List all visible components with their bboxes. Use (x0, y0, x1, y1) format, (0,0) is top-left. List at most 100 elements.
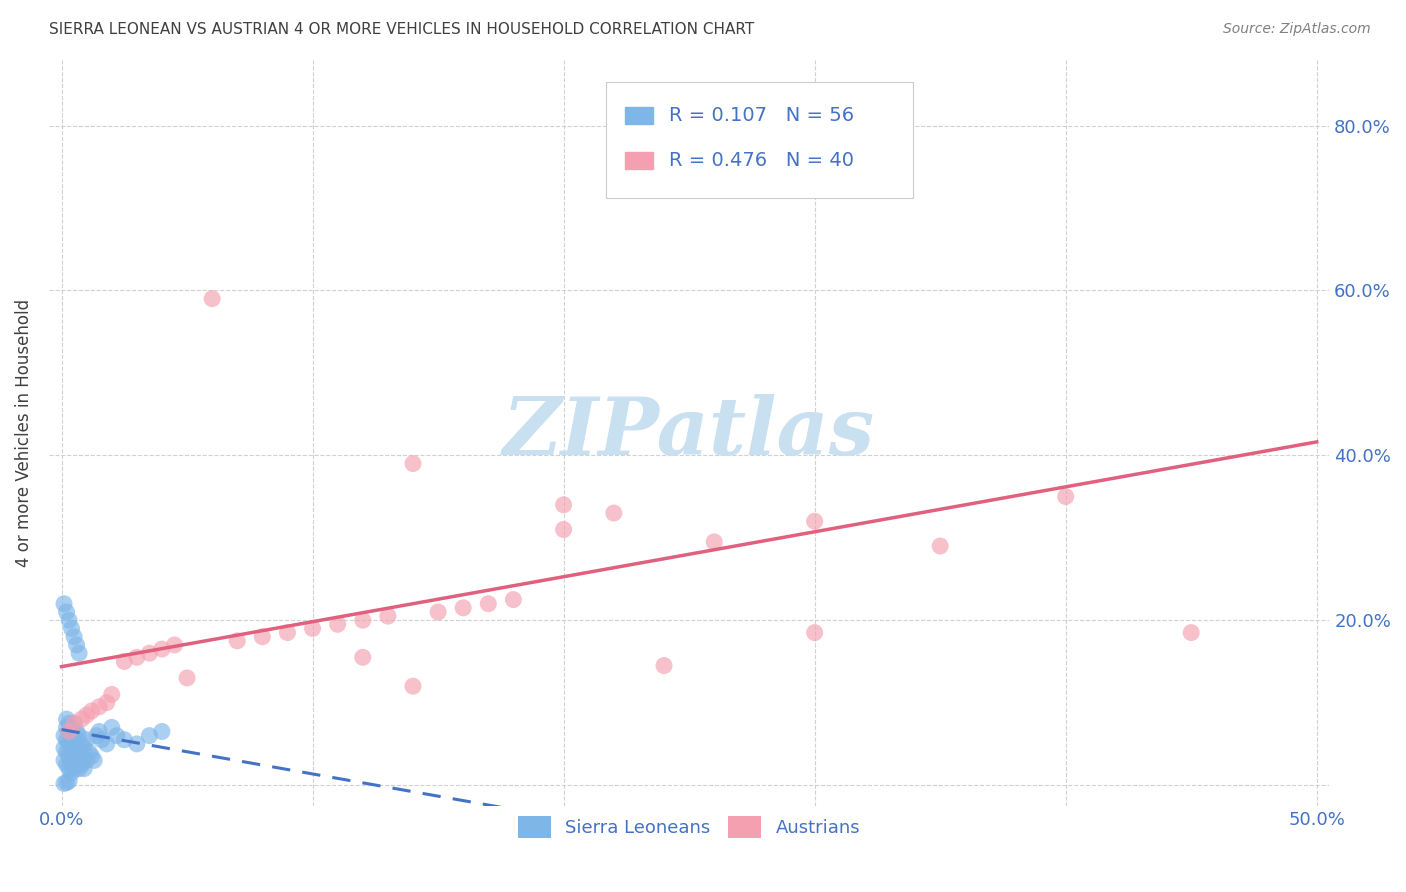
Point (176, 671, 198, 685)
Point (89, 724, 111, 739)
Y-axis label: 4 or more Vehicles in Household: 4 or more Vehicles in Household (15, 299, 32, 566)
Point (803, 514, 825, 528)
Point (53, 729, 76, 743)
Point (60, 737, 83, 751)
Point (65, 724, 87, 739)
Bar (626, 153, 654, 169)
Point (125, 650, 148, 665)
Point (53, 753, 76, 767)
Point (652, 119, 675, 133)
Point (55, 712, 77, 726)
Point (150, 724, 173, 739)
Point (63, 716, 86, 731)
Point (70, 712, 93, 726)
Point (53, 597, 76, 611)
Text: R = 0.476   N = 40: R = 0.476 N = 40 (669, 151, 853, 169)
Point (55, 732, 77, 747)
Point (553, 498, 575, 512)
Point (60, 720, 83, 734)
Point (53, 776, 76, 790)
Point (352, 613, 374, 627)
Point (77, 745, 100, 759)
Point (63, 745, 86, 759)
Point (58, 724, 80, 739)
Point (55, 757, 77, 772)
Point (63, 716, 86, 731)
Point (55, 775, 77, 789)
Point (427, 605, 450, 619)
Point (252, 630, 274, 644)
Point (53, 741, 76, 756)
Point (58, 613, 80, 627)
Text: SIERRA LEONEAN VS AUSTRIAN 4 OR MORE VEHICLES IN HOUSEHOLD CORRELATION CHART: SIERRA LEONEAN VS AUSTRIAN 4 OR MORE VEH… (49, 22, 755, 37)
Point (163, 638, 186, 652)
Point (402, 457, 425, 471)
Point (55, 745, 77, 759)
Point (67, 646, 90, 660)
Point (73, 741, 96, 756)
Point (929, 539, 952, 553)
Point (58, 737, 80, 751)
Point (1054, 490, 1077, 504)
Point (402, 679, 425, 693)
Point (58, 774, 80, 789)
Point (76, 753, 98, 767)
Point (301, 622, 323, 636)
Point (55, 605, 77, 619)
Point (105, 729, 128, 743)
Point (352, 650, 374, 665)
Point (83, 753, 105, 767)
Point (89, 699, 111, 714)
Point (451, 600, 474, 615)
Point (803, 625, 825, 640)
Point (58, 716, 80, 731)
Point (65, 638, 87, 652)
Point (1180, 625, 1202, 640)
Point (86, 729, 108, 743)
Point (70, 757, 93, 772)
Point (100, 720, 122, 734)
Bar (626, 107, 654, 124)
Point (60, 622, 83, 636)
Point (60, 753, 83, 767)
Point (477, 597, 499, 611)
Point (100, 687, 122, 701)
Point (326, 617, 349, 632)
Text: ZIPatlas: ZIPatlas (503, 394, 875, 471)
Point (67, 762, 90, 776)
Point (63, 729, 86, 743)
Point (58, 762, 80, 776)
Legend: Sierra Leoneans, Austrians: Sierra Leoneans, Austrians (510, 809, 868, 846)
Point (70, 737, 93, 751)
Point (90, 732, 112, 747)
Point (112, 732, 135, 747)
Point (150, 642, 173, 657)
Point (377, 609, 399, 624)
Point (276, 625, 298, 640)
Point (138, 729, 160, 743)
Point (80, 704, 103, 718)
Point (96, 696, 118, 710)
Point (60, 765, 83, 780)
Point (73, 762, 96, 776)
Point (55, 720, 77, 734)
Text: R = 0.107   N = 56: R = 0.107 N = 56 (669, 106, 853, 125)
Point (652, 658, 675, 673)
Point (201, 292, 224, 306)
Text: Source: ZipAtlas.com: Source: ZipAtlas.com (1223, 22, 1371, 37)
Point (76, 732, 98, 747)
Point (58, 724, 80, 739)
Point (65, 741, 87, 756)
Point (63, 762, 86, 776)
Point (553, 523, 575, 537)
Point (112, 655, 135, 669)
Point (67, 729, 90, 743)
Point (138, 646, 160, 660)
Point (80, 749, 103, 764)
Point (125, 737, 148, 751)
Point (76, 708, 98, 723)
FancyBboxPatch shape (606, 82, 912, 198)
Point (603, 506, 626, 520)
Point (65, 757, 87, 772)
Point (96, 737, 118, 751)
